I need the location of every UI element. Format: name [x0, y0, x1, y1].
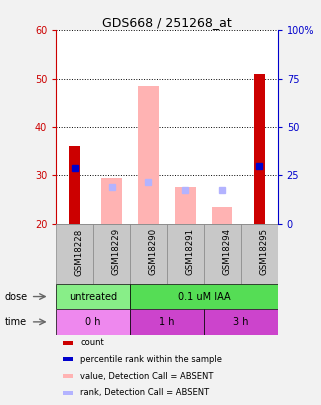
- Bar: [130, 284, 278, 309]
- Text: GSM18294: GSM18294: [222, 228, 231, 275]
- Text: time: time: [5, 317, 27, 327]
- Text: GSM18229: GSM18229: [111, 228, 121, 275]
- Bar: [56, 309, 130, 335]
- Text: value, Detection Call = ABSENT: value, Detection Call = ABSENT: [80, 372, 213, 381]
- Bar: [254, 74, 265, 224]
- Bar: [63, 341, 74, 345]
- Bar: [204, 309, 278, 335]
- Bar: [69, 146, 80, 224]
- Bar: [130, 224, 167, 284]
- Text: rank, Detection Call = ABSENT: rank, Detection Call = ABSENT: [80, 388, 209, 397]
- Bar: [241, 224, 278, 284]
- Text: 3 h: 3 h: [233, 317, 248, 327]
- Bar: [56, 284, 130, 309]
- Bar: [63, 374, 74, 378]
- Bar: [175, 187, 195, 224]
- Text: 1 h: 1 h: [159, 317, 175, 327]
- Text: dose: dose: [4, 292, 27, 302]
- Text: untreated: untreated: [69, 292, 117, 302]
- Text: GSM18295: GSM18295: [259, 228, 268, 275]
- Text: count: count: [80, 338, 104, 347]
- Bar: [167, 224, 204, 284]
- Text: 0 h: 0 h: [85, 317, 101, 327]
- Text: GSM18291: GSM18291: [186, 228, 195, 275]
- Bar: [63, 357, 74, 361]
- Bar: [138, 86, 159, 224]
- Text: 0.1 uM IAA: 0.1 uM IAA: [178, 292, 230, 302]
- Bar: [212, 207, 232, 224]
- Bar: [56, 224, 93, 284]
- Title: GDS668 / 251268_at: GDS668 / 251268_at: [102, 16, 232, 29]
- Bar: [204, 224, 241, 284]
- Bar: [130, 309, 204, 335]
- Text: percentile rank within the sample: percentile rank within the sample: [80, 355, 222, 364]
- Text: GSM18228: GSM18228: [74, 228, 84, 275]
- Bar: [93, 224, 130, 284]
- Bar: [63, 391, 74, 395]
- Text: GSM18290: GSM18290: [148, 228, 158, 275]
- Bar: [101, 178, 122, 224]
